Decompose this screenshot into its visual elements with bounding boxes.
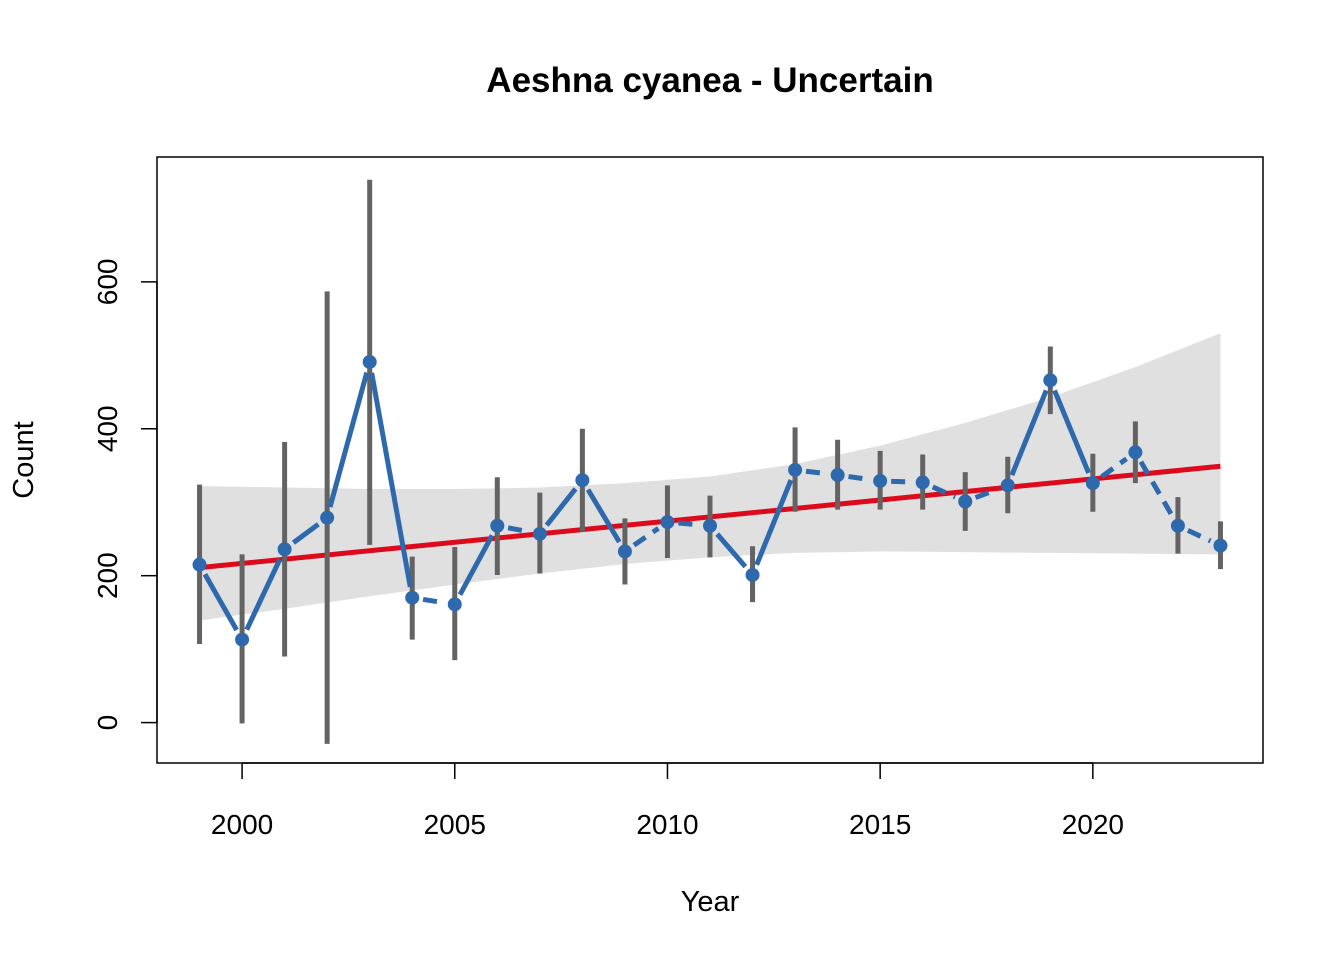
series-line-segment — [891, 478, 912, 485]
data-point — [830, 468, 845, 483]
series-line-segment — [754, 479, 794, 566]
data-point — [235, 632, 250, 647]
data-point — [703, 518, 717, 533]
series-line-segment — [848, 474, 870, 482]
series-line-segment — [544, 487, 578, 527]
data-point — [490, 518, 505, 533]
y-tick-label: 600 — [92, 259, 123, 306]
series-line-segment — [244, 558, 283, 631]
data-point — [617, 544, 632, 559]
x-tick-label: 2015 — [849, 809, 911, 840]
y-axis-label: Count — [8, 421, 40, 498]
series-line-segment — [507, 525, 530, 535]
series-line-segment — [1186, 528, 1212, 544]
series-line-segment — [327, 371, 370, 508]
series-line-segment — [1009, 389, 1049, 477]
series-line-segment — [202, 573, 239, 632]
x-tick-label: 2010 — [636, 809, 698, 840]
data-point — [1043, 373, 1058, 388]
data-point — [915, 475, 930, 490]
series-line-segment — [805, 468, 827, 477]
y-tick-label: 0 — [92, 715, 123, 731]
data-point — [447, 597, 462, 612]
data-point-layer — [192, 354, 1228, 647]
confidence-band — [199, 333, 1221, 621]
series-line-segment — [632, 526, 660, 548]
data-point — [1128, 445, 1143, 460]
series-line-segment — [369, 372, 413, 588]
x-axis-label: Year — [681, 886, 740, 918]
data-point — [405, 590, 420, 605]
series-line-layer — [202, 371, 1212, 632]
series-line-segment — [974, 486, 999, 500]
series-line-segment — [1100, 456, 1128, 479]
data-point — [1085, 476, 1100, 491]
series-line-segment — [678, 520, 700, 528]
series-line-segment — [291, 522, 320, 545]
data-point — [1000, 478, 1015, 493]
series-line-segment — [715, 532, 748, 569]
x-axis: 2000 2005 2010 2015 2020 — [211, 762, 1124, 840]
data-point — [1170, 518, 1185, 533]
data-point — [958, 494, 973, 509]
data-point — [192, 557, 207, 572]
series-line-segment — [1052, 389, 1091, 474]
y-axis: 0 200 400 600 — [92, 259, 158, 731]
data-point — [788, 462, 803, 477]
data-point — [362, 354, 377, 369]
series-line-segment — [931, 484, 957, 500]
x-tick-label: 2005 — [424, 809, 486, 840]
series-line-segment — [1138, 460, 1175, 518]
data-point — [873, 473, 888, 488]
data-point — [745, 567, 760, 582]
x-tick-label: 2020 — [1062, 809, 1124, 840]
series-line-segment — [457, 534, 495, 596]
data-point — [320, 510, 335, 525]
confidence-band-layer — [199, 333, 1221, 621]
data-point — [277, 542, 292, 557]
data-point — [532, 526, 547, 541]
data-point — [1213, 538, 1228, 553]
data-point — [575, 473, 590, 488]
series-line-segment — [422, 596, 445, 606]
y-tick-label: 400 — [92, 405, 123, 452]
chart-title: Aeshna cyanea - Uncertain — [486, 61, 933, 100]
data-point — [660, 515, 675, 530]
series-line-segment — [585, 488, 622, 544]
x-tick-label: 2000 — [211, 809, 273, 840]
y-tick-label: 200 — [92, 552, 123, 599]
